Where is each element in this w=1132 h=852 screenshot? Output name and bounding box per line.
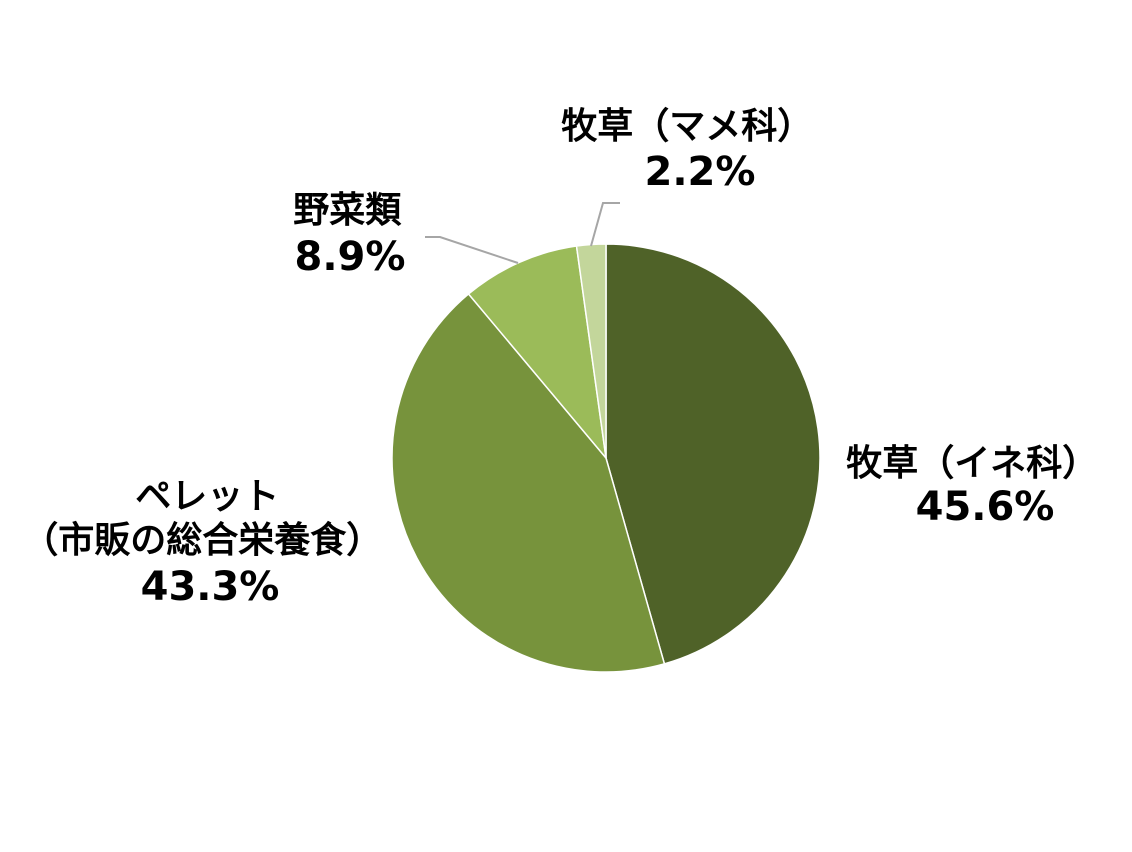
leader-line-legume (590, 202, 620, 247)
slice-label-grass: 牧草（イネ科） 45.6% (846, 443, 1104, 530)
pie-slices (391, 243, 821, 673)
leader-lines (425, 202, 620, 264)
slice-label-legume: 牧草（マメ科） 2.2% (561, 106, 819, 195)
pie-slice-pellet (391, 292, 666, 673)
leader-line-vegetables (425, 236, 519, 264)
slice-label-pellet: ペレット （市販の総合栄養食） 43.3% (22, 476, 388, 610)
pie-slice-vegetables (467, 245, 608, 461)
pie-slice-grass (605, 243, 821, 665)
slice-label-vegetables: 野菜類 8.9% (293, 190, 407, 280)
